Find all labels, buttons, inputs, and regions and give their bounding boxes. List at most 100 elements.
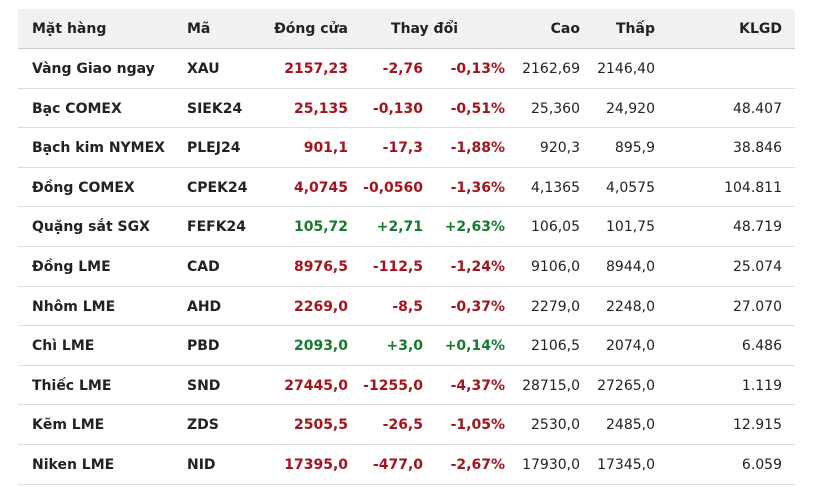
table-cell: FEFK24 [187,219,247,236]
table-cell: -0,0560 [363,179,423,196]
table-cell: NID [187,457,216,473]
table-cell: 27.070 [733,298,782,315]
commodity-name: Vàng Giao ngay [32,61,155,77]
table-cell: 895,9 [614,140,655,157]
table-cell: 48.407 [733,100,782,117]
table-cell: 48.719 [733,219,782,236]
table-row: Bạch kim NYMEX PLEJ24 901,1 -17,3 -1,88% 920,… [18,128,795,168]
header-cell: Mã [187,21,211,37]
table-cell: -1255,0 [363,377,423,394]
table-cell: +0,14% [444,338,505,355]
commodity-name: Thiếc LME [32,377,112,394]
table-row: Bạc COMEX SIEK24 25,135 -0,130 -0,51% 25,360 2… [18,89,795,129]
table-cell: 6.059 [741,457,782,473]
table-cell: 920,3 [539,140,580,157]
table-row: Quặng sắt SGX FEFK24 105,72 +2,71 +2,63% 106,… [18,207,795,247]
table-cell: PLEJ24 [187,140,241,157]
table-cell: 24,920 [606,100,655,117]
table-row: Nhôm LME AHD 2269,0 -8,5 -0,37% 2279,0 2248,0 2… [18,287,795,327]
commodity-name: Chì LME [32,338,95,355]
table-row: Chì LME PBD 2093,0 +3,0 +0,14% 2106,5 2074,0 6.… [18,326,795,366]
table-cell: 25.074 [733,259,782,275]
table-cell: 104.811 [724,179,782,196]
table-cell: 25,135 [293,100,348,117]
table-cell: 2248,0 [606,298,655,315]
header-cell: Thấp [616,21,655,37]
table-cell: -17,3 [382,140,423,157]
table-cell: 27445,0 [284,377,348,394]
table-cell: 2505,5 [293,417,348,434]
commodity-name: Kẽm LME [32,417,105,434]
table-cell: XAU [187,61,220,77]
table-cell: 6.486 [741,338,782,355]
table-cell: 28715,0 [522,377,580,394]
commodity-name: Bạch kim NYMEX [32,140,165,157]
table-row: Niken LME NID 17395,0 -477,0 -2,67% 17930,0 17… [18,445,795,485]
table-cell: 106,05 [531,219,580,236]
table-cell: 2157,23 [284,61,348,77]
table-cell: 2074,0 [606,338,655,355]
table-cell: 2106,5 [531,338,580,355]
header-row: Mặt hàng Mã Đóng cửa Thay đổi Cao Thấp KLGD [18,9,795,49]
table-row: Thiếc LME SND 27445,0 -1255,0 -4,37% 28715,0 2… [18,366,795,406]
header-cell: Đóng cửa [274,21,348,37]
table-cell: 17395,0 [284,457,348,473]
table-cell: -8,5 [392,298,423,315]
table-cell: -1,05% [450,417,505,434]
table-cell: 2093,0 [293,338,348,355]
table-cell: 4,1365 [531,179,580,196]
commodity-name: Bạc COMEX [32,100,122,117]
table-cell: 2146,40 [597,61,655,77]
table-row: Đồng COMEX CPEK24 4,0745 -0,0560 -1,36% 4,136… [18,168,795,208]
table-cell: 38.846 [733,140,782,157]
table-cell: -112,5 [372,259,423,275]
table-cell: 8976,5 [293,259,348,275]
table-cell: -1,36% [450,179,505,196]
table-cell: CAD [187,259,220,275]
table-cell: +2,71 [376,219,423,236]
table-cell: PBD [187,338,220,355]
commodity-name: Niken LME [32,457,115,473]
table-cell: -477,0 [372,457,423,473]
table-cell: 2530,0 [531,417,580,434]
table-cell: SIEK24 [187,100,243,117]
table-cell: 8944,0 [606,259,655,275]
commodity-name: Quặng sắt SGX [32,219,150,236]
table-cell: 9106,0 [531,259,580,275]
header-cell: KLGD [739,21,782,37]
header-cell: Cao [550,21,580,37]
commodity-name: Nhôm LME [32,298,116,315]
table-cell: AHD [187,298,222,315]
header-cell: Mặt hàng [32,21,107,37]
table-cell: 12.915 [733,417,782,434]
table-cell: 101,75 [606,219,655,236]
table-cell: -26,5 [382,417,423,434]
table-cell: 2162,69 [522,61,580,77]
table-cell: 4,0575 [606,179,655,196]
header-cell: Thay đổi [391,21,458,37]
table-row: Đồng LME CAD 8976,5 -112,5 -1,24% 9106,0 8944,… [18,247,795,287]
table-cell: -1,24% [450,259,505,275]
table-cell: 17930,0 [522,457,580,473]
table-cell: -0,130 [372,100,423,117]
commodity-name: Đồng COMEX [32,179,135,196]
table-cell: +2,63% [444,219,505,236]
table-cell: CPEK24 [187,179,248,196]
table-cell: -0,37% [450,298,505,315]
table-cell: +3,0 [386,338,423,355]
table-cell: -2,67% [450,457,505,473]
table-cell: SND [187,377,221,394]
table-row: Kẽm LME ZDS 2505,5 -26,5 -1,05% 2530,0 2485,0 1… [18,405,795,445]
table-cell: 901,1 [303,140,348,157]
table-cell: 27265,0 [597,377,655,394]
table-cell: ZDS [187,417,219,434]
table-cell: 4,0745 [293,179,348,196]
table-cell: 2269,0 [293,298,348,315]
table-cell: 2485,0 [606,417,655,434]
table-cell: 105,72 [293,219,348,236]
table-cell: -4,37% [450,377,505,394]
table-cell: 2279,0 [531,298,580,315]
table-cell: 25,360 [531,100,580,117]
table-cell: -0,13% [450,61,505,77]
